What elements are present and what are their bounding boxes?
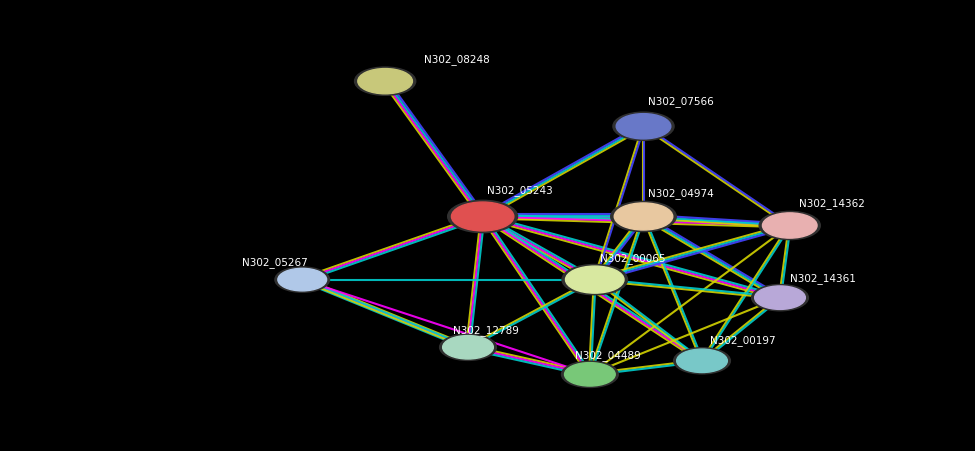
Circle shape bbox=[677, 349, 727, 373]
Circle shape bbox=[278, 268, 327, 291]
Circle shape bbox=[451, 202, 514, 231]
Circle shape bbox=[562, 361, 618, 387]
Circle shape bbox=[616, 114, 671, 139]
Circle shape bbox=[440, 334, 496, 360]
Circle shape bbox=[760, 212, 820, 239]
Text: N302_05243: N302_05243 bbox=[488, 185, 553, 196]
Circle shape bbox=[355, 67, 415, 95]
Circle shape bbox=[443, 336, 493, 359]
Text: N302_00065: N302_00065 bbox=[600, 253, 665, 264]
Circle shape bbox=[674, 348, 730, 374]
Text: N302_14362: N302_14362 bbox=[800, 198, 866, 209]
Circle shape bbox=[755, 286, 805, 309]
Text: N302_00197: N302_00197 bbox=[710, 336, 775, 346]
Circle shape bbox=[762, 213, 817, 238]
Text: N302_12789: N302_12789 bbox=[453, 325, 520, 336]
Circle shape bbox=[275, 267, 330, 292]
Circle shape bbox=[752, 285, 808, 311]
Circle shape bbox=[358, 69, 412, 94]
Text: N302_07566: N302_07566 bbox=[648, 97, 714, 107]
Text: N302_04489: N302_04489 bbox=[575, 350, 641, 361]
Text: N302_14361: N302_14361 bbox=[790, 273, 856, 284]
Text: N302_05267: N302_05267 bbox=[242, 257, 307, 268]
Circle shape bbox=[566, 266, 624, 293]
Circle shape bbox=[613, 112, 674, 140]
Text: N302_04974: N302_04974 bbox=[648, 189, 714, 199]
Circle shape bbox=[610, 201, 677, 232]
Text: N302_08248: N302_08248 bbox=[424, 55, 489, 65]
Circle shape bbox=[562, 264, 628, 295]
Circle shape bbox=[448, 200, 518, 233]
Circle shape bbox=[614, 203, 673, 230]
Circle shape bbox=[565, 363, 615, 386]
